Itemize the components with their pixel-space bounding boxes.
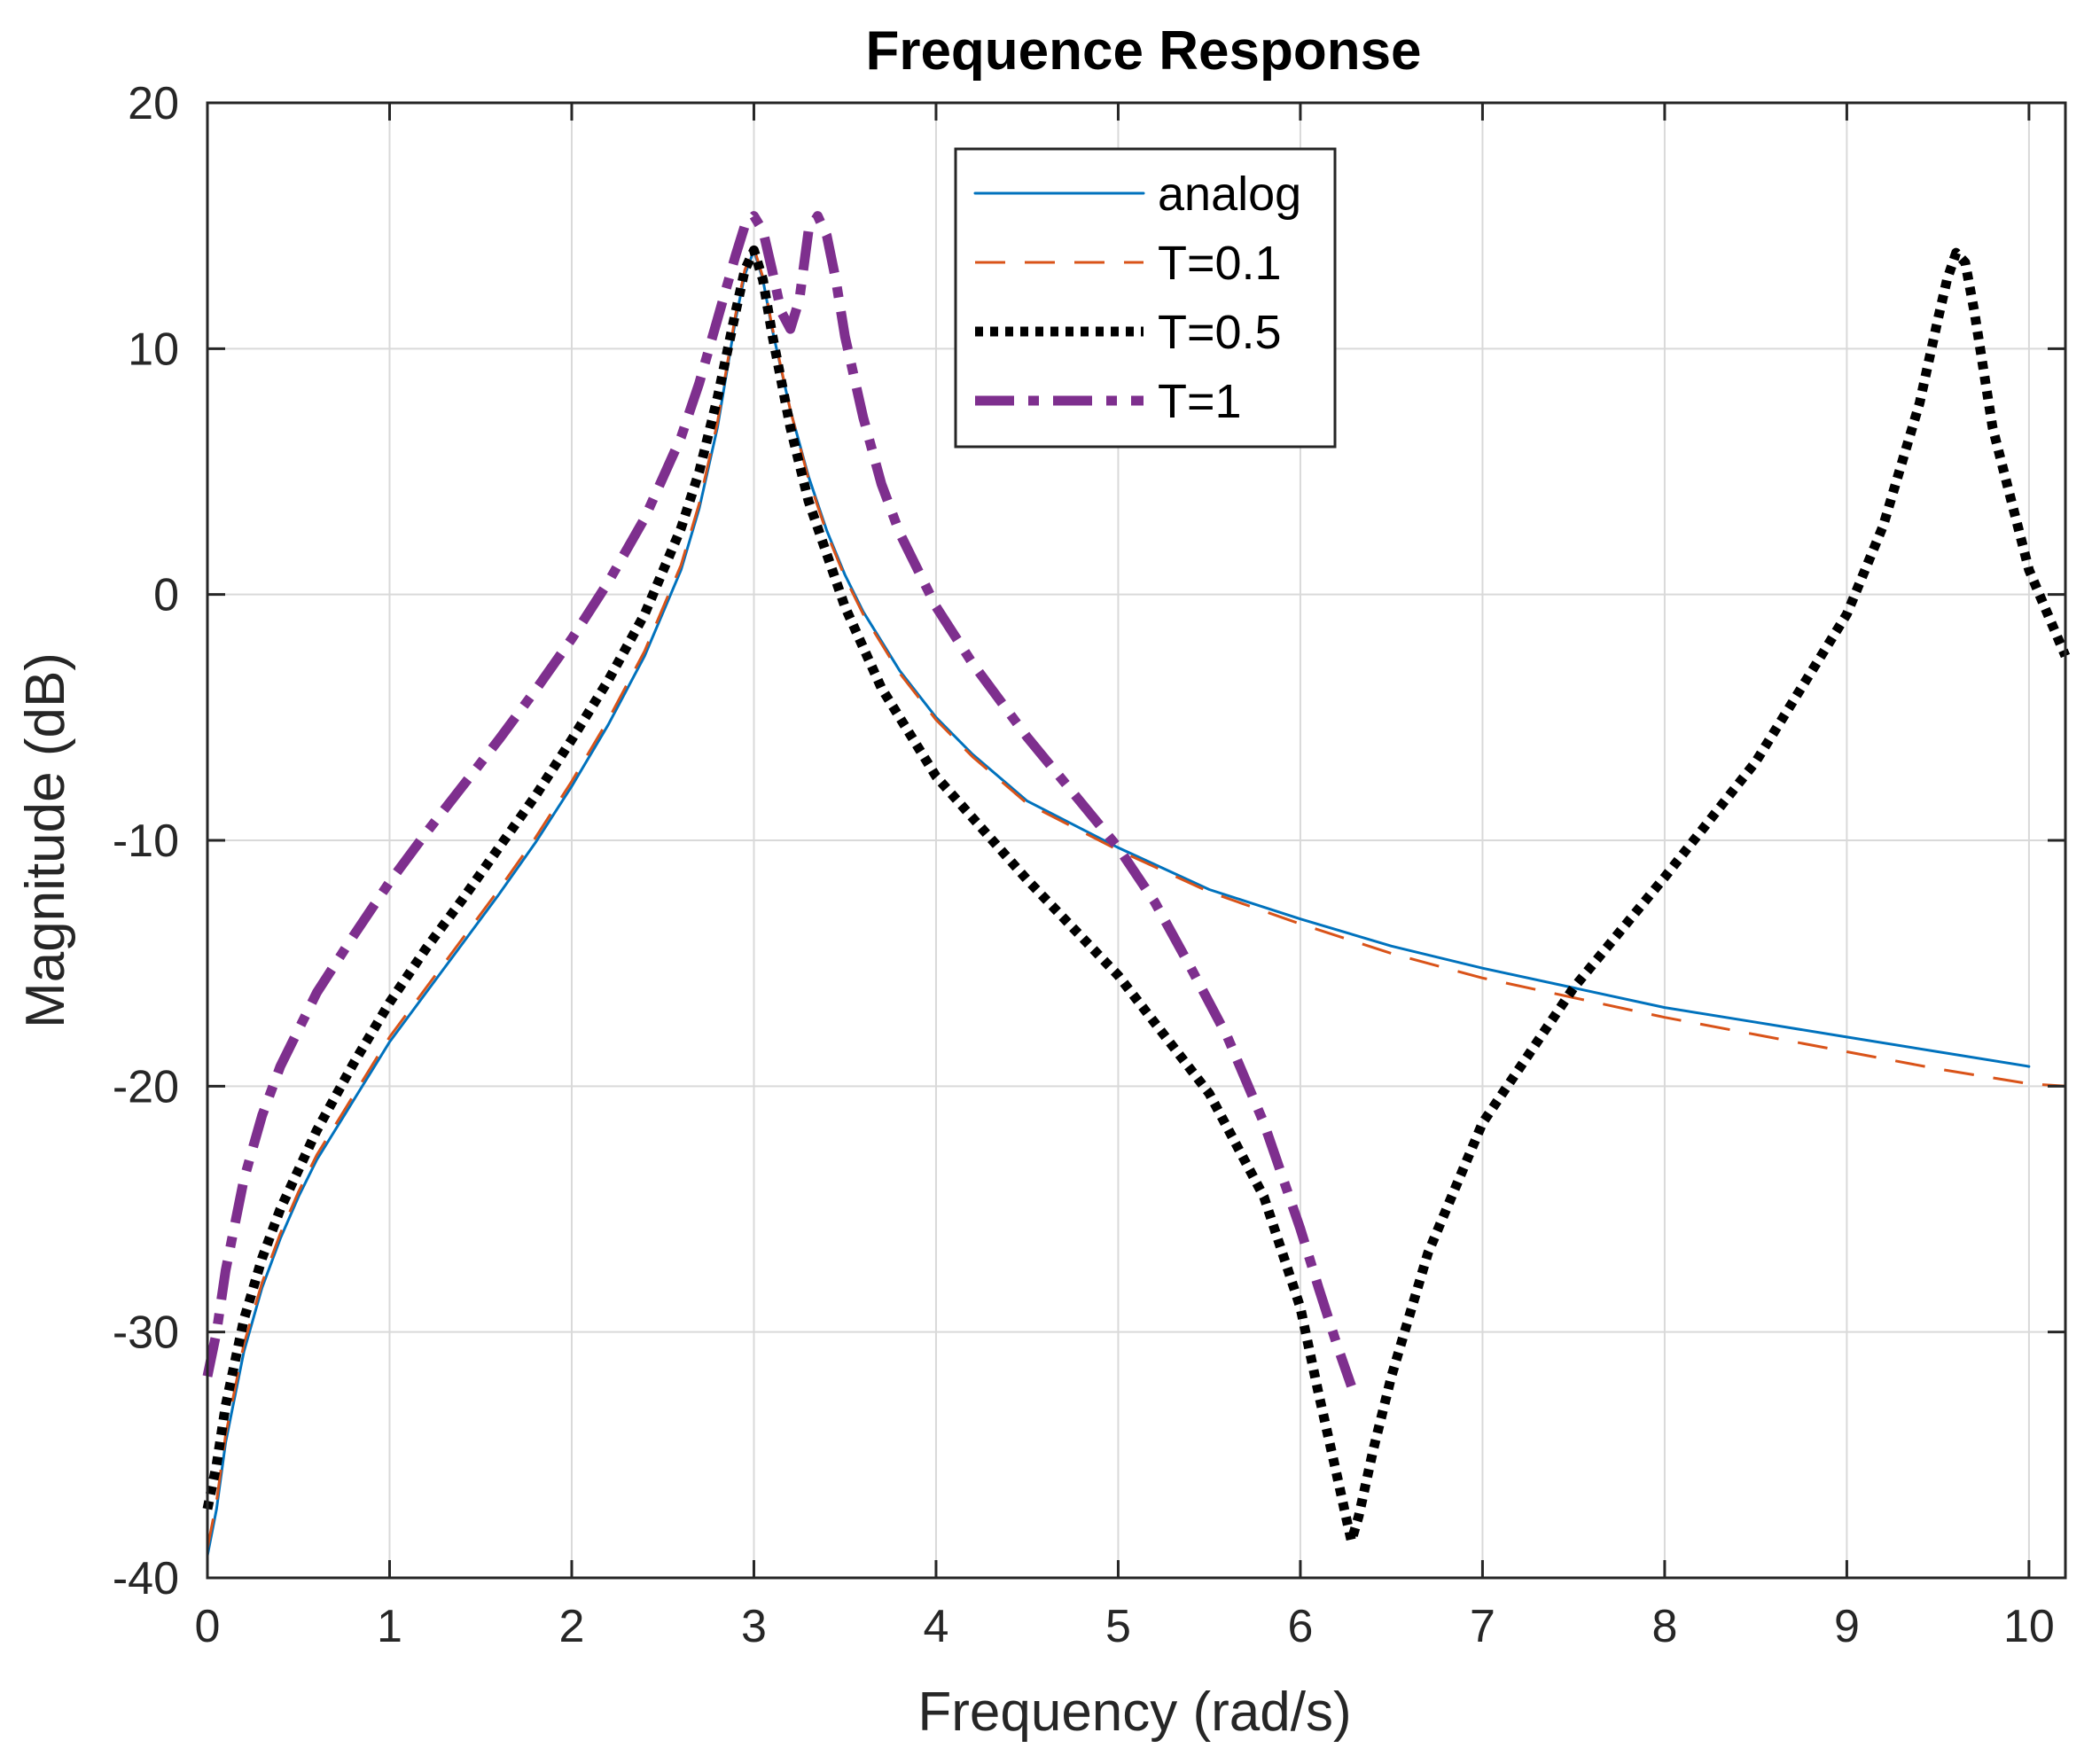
x-tick-label: 6 xyxy=(1287,1601,1313,1652)
x-axis-label: Frequency (rad/s) xyxy=(917,1682,1351,1743)
legend-label: T=0.1 xyxy=(1158,237,1282,290)
x-tick-label: 3 xyxy=(741,1601,767,1652)
x-tick-label: 2 xyxy=(559,1601,585,1652)
x-tick-label: 10 xyxy=(2003,1601,2055,1652)
y-tick-label: -30 xyxy=(113,1307,179,1359)
y-tick-label: 20 xyxy=(128,78,179,129)
series-line-t-1 xyxy=(202,211,1356,1388)
x-tick-label: 0 xyxy=(195,1601,221,1652)
y-tick-label: -20 xyxy=(113,1061,179,1112)
y-axis-label: Magnitude (dB) xyxy=(15,652,76,1028)
series-line-t-0-5 xyxy=(202,245,2071,1546)
series-lines xyxy=(202,211,2071,1557)
x-tick-label: 8 xyxy=(1651,1601,1677,1652)
y-tick-label: 0 xyxy=(153,570,179,621)
legend-label: analog xyxy=(1158,168,1301,221)
chart-title: Frequence Response xyxy=(865,20,1421,82)
legend-box xyxy=(954,147,1337,449)
legend-label: T=0.5 xyxy=(1158,306,1282,359)
y-tick-label: -10 xyxy=(113,816,179,867)
x-tick-label: 9 xyxy=(1834,1601,1860,1652)
x-tick-label: 5 xyxy=(1105,1601,1131,1652)
y-tick-label: 10 xyxy=(128,324,179,375)
x-tick-label: 4 xyxy=(923,1601,948,1652)
grid xyxy=(207,102,2065,1579)
legend-label: T=1 xyxy=(1158,375,1242,428)
x-tick-label: 7 xyxy=(1470,1601,1495,1652)
x-tick-label: 1 xyxy=(377,1601,402,1652)
tick-labels: 0 1 2 3 4 5 6 7 8 9 10 -40 -30 -20 -10 0 10 20 xyxy=(113,78,2055,1652)
axis-ticks xyxy=(206,101,2065,1580)
legend: analog T=0.1 T=0.5 T=1 xyxy=(954,147,1337,449)
series-line-t-0-1 xyxy=(206,246,2066,1549)
y-tick-label: -40 xyxy=(113,1553,179,1604)
